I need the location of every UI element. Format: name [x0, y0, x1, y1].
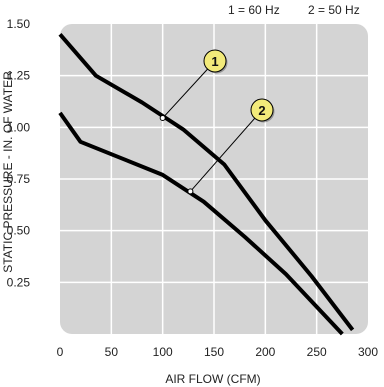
- y-tick-label: 0.25: [7, 275, 31, 289]
- x-axis-title: AIR FLOW (CFM): [165, 372, 260, 386]
- x-tick-label: 200: [255, 345, 275, 359]
- x-axis-ticks: 0 50 100 150 200 250 300: [57, 345, 379, 359]
- y-tick-label: 1.25: [7, 69, 31, 83]
- callout-bubble-2: [250, 98, 274, 122]
- x-tick-label: 0: [57, 345, 64, 359]
- callout-point-1: [159, 115, 166, 122]
- callout-point-2: [187, 188, 194, 195]
- callout-bubble-1: [203, 49, 227, 73]
- y-axis-title: STATIC PRESSURE - IN. OF WATER: [1, 71, 15, 273]
- x-tick-label: 50: [105, 345, 119, 359]
- grid: [60, 24, 368, 334]
- legend: 1 = 60 Hz 2 = 50 Hz: [228, 3, 360, 17]
- callout-leader-2: [190, 109, 263, 192]
- x-tick-label: 300: [358, 345, 378, 359]
- callouts: 12: [159, 49, 275, 195]
- curve-2: [58, 111, 344, 336]
- x-tick-label: 150: [204, 345, 224, 359]
- y-tick-label: 1.50: [7, 17, 31, 31]
- callout-leader-1: [162, 60, 216, 119]
- y-tick-label: 1.00: [7, 120, 31, 134]
- series-label: 1: [211, 54, 218, 69]
- y-tick-label: 0.50: [7, 224, 31, 238]
- x-tick-label: 250: [307, 345, 327, 359]
- curves: [58, 32, 355, 336]
- x-tick-label: 100: [153, 345, 173, 359]
- legend-entry-60hz: 1 = 60 Hz: [228, 3, 280, 17]
- y-axis-ticks: 0.25 0.50 0.75 1.00 1.25 1.50: [7, 17, 31, 289]
- y-tick-label: 0.75: [7, 172, 31, 186]
- series-label: 2: [258, 103, 265, 118]
- legend-entry-50hz: 2 = 50 Hz: [308, 3, 360, 17]
- curve-1: [58, 32, 355, 332]
